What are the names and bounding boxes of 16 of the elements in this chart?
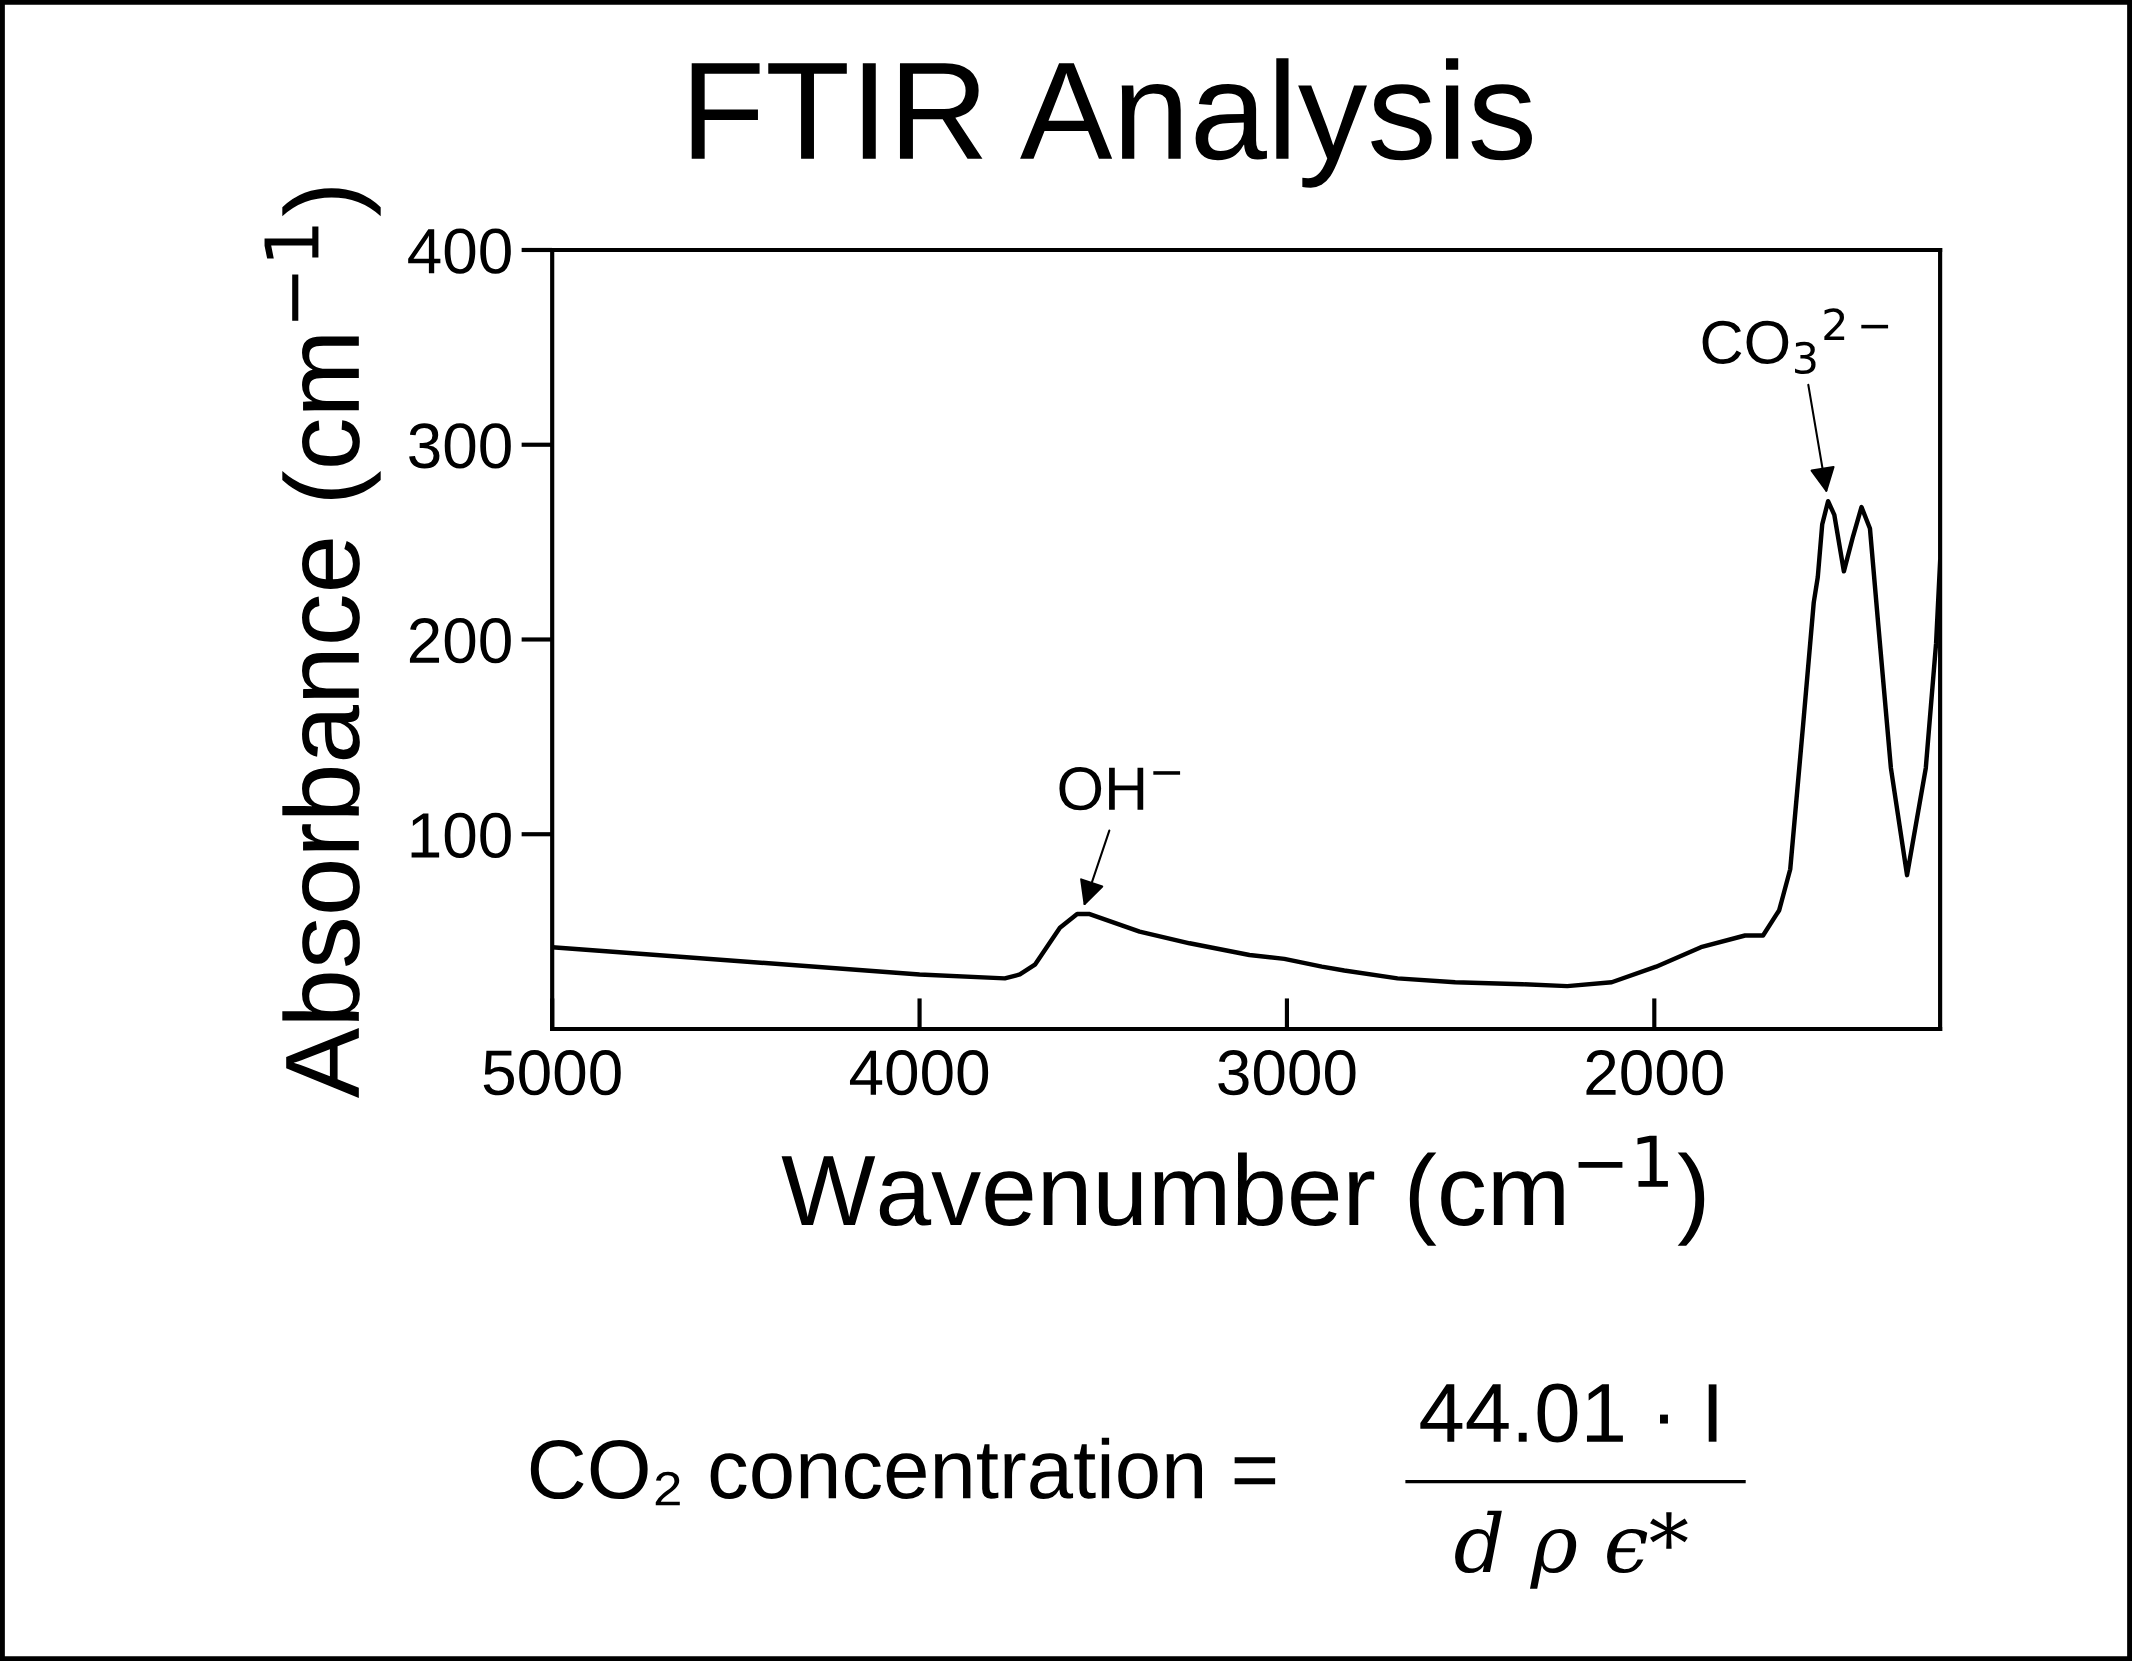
text: CO₂ concentration = xyxy=(530,1437,1276,1506)
annotation: CO$_{3}$$^{2−}$ xyxy=(1702,308,1889,375)
y-tick-label: 300 xyxy=(409,423,511,469)
x-tick-label: 3000 xyxy=(1218,1050,1356,1096)
chart-title: FTIR Analysis xyxy=(691,58,1532,188)
y-tick-label: 200 xyxy=(409,618,511,664)
x-tick-label: 5000 xyxy=(483,1050,621,1096)
y-tick-label: 100 xyxy=(411,812,511,859)
y-axis-title: Absorbance (cm$^{−1}$) xyxy=(264,188,381,1098)
annotation: OH$^{−}$ xyxy=(1059,767,1181,811)
text: d ρ ϵ* xyxy=(1455,1510,1688,1589)
x-tick-label: 4000 xyxy=(849,1050,989,1096)
text: 44.01 · I xyxy=(1420,1383,1717,1443)
y-tick-label: 400 xyxy=(408,228,511,274)
x-tick-label: 2000 xyxy=(1586,1050,1723,1096)
x-axis-title: Wavenumber (cm$^{−1}$) xyxy=(781,1135,1705,1246)
